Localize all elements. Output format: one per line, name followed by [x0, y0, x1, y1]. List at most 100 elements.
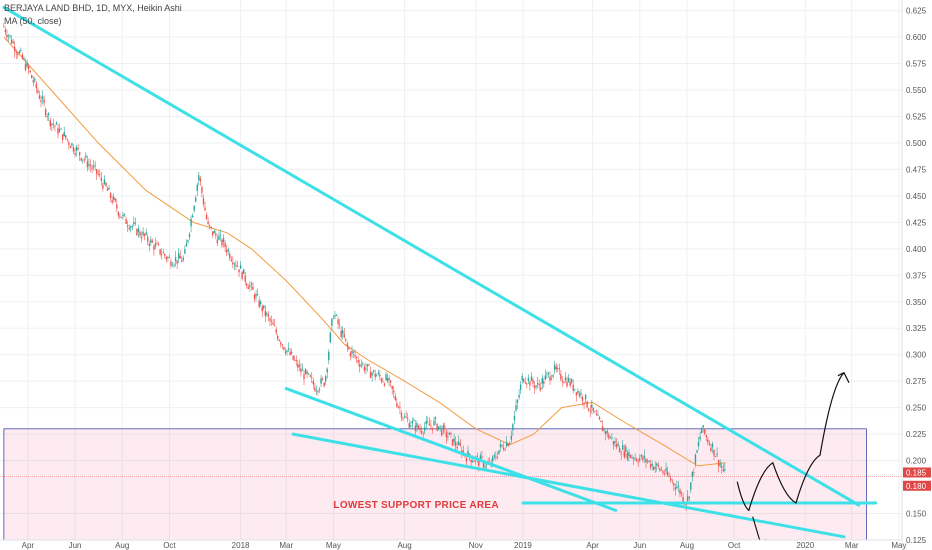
- candle-body: [649, 464, 652, 468]
- candle-body: [252, 286, 254, 290]
- candle-body: [7, 35, 10, 37]
- candle-body: [355, 357, 358, 358]
- candle-body: [153, 246, 155, 250]
- candle-body: [634, 457, 636, 459]
- candle-body: [99, 174, 101, 175]
- candle-body: [385, 374, 387, 380]
- candle-body: [591, 404, 593, 408]
- candle-body: [116, 204, 118, 209]
- candle-body: [640, 454, 643, 457]
- candle-body: [164, 253, 166, 256]
- candle-body: [608, 434, 610, 439]
- candle-body: [578, 393, 581, 397]
- candle-body: [583, 402, 585, 404]
- candle-body: [17, 54, 19, 56]
- x-tick-label: Oct: [163, 541, 176, 550]
- candle-body: [484, 466, 486, 468]
- candle-body: [306, 371, 308, 374]
- candle-body: [597, 415, 599, 416]
- candle-body: [510, 435, 513, 440]
- candle-body: [526, 383, 528, 385]
- candle-body: [671, 480, 673, 482]
- candle-body: [631, 457, 633, 459]
- candle-body: [450, 432, 452, 434]
- candle-body: [199, 178, 202, 182]
- candle-body: [441, 430, 443, 436]
- candle-body: [15, 52, 17, 54]
- candle-body: [399, 407, 401, 409]
- candle-body: [32, 80, 34, 83]
- candle-body: [94, 164, 96, 166]
- candle-body: [433, 420, 435, 426]
- candle-body: [543, 380, 545, 384]
- candle-body: [170, 261, 172, 266]
- candle-body: [371, 373, 373, 376]
- candle-body: [334, 315, 336, 317]
- candle-body: [52, 124, 55, 125]
- candle-body: [143, 233, 146, 236]
- candle-body: [247, 287, 250, 289]
- candle-body: [289, 351, 291, 355]
- candle-body: [512, 424, 514, 431]
- candle-body: [119, 215, 121, 217]
- candle-body: [297, 364, 299, 368]
- candle-body: [561, 380, 564, 382]
- candle-body: [555, 367, 557, 370]
- trendline: [2, 5, 861, 507]
- candle-body: [540, 387, 542, 390]
- candle-body: [222, 238, 225, 242]
- candle-body: [662, 471, 664, 473]
- candle-body: [311, 377, 313, 379]
- candle-body: [34, 78, 36, 81]
- candle-body: [341, 330, 344, 334]
- candle-body: [493, 455, 496, 457]
- candle-body: [524, 382, 526, 384]
- candle-body: [242, 269, 245, 274]
- candle-body: [550, 378, 553, 380]
- candle-body: [598, 417, 601, 420]
- candle-body: [629, 454, 632, 458]
- candle-body: [156, 243, 158, 245]
- candle-body: [679, 489, 681, 494]
- candle-body: [473, 461, 475, 463]
- candle-body: [609, 437, 612, 439]
- candle-body: [57, 128, 59, 134]
- candle-body: [267, 314, 270, 317]
- candle-body: [204, 207, 206, 211]
- candle-body: [359, 364, 361, 367]
- candle-body: [188, 233, 191, 238]
- y-tick-label: 0.275: [906, 377, 927, 386]
- candle-body: [690, 482, 692, 490]
- candle-body: [82, 159, 84, 161]
- candle-body: [229, 253, 231, 259]
- x-tick-label: Mar: [845, 541, 859, 550]
- candle-body: [58, 129, 61, 132]
- candle-body: [651, 463, 653, 466]
- candle-body: [38, 95, 41, 99]
- candle-body: [280, 342, 282, 345]
- candle-body: [379, 374, 381, 377]
- candle-body: [181, 260, 183, 262]
- ma-line: [3, 36, 726, 467]
- candle-body: [351, 350, 353, 354]
- y-tick-label: 0.375: [906, 271, 927, 280]
- candle-body: [564, 377, 567, 381]
- y-tick-label: 0.250: [906, 404, 927, 413]
- candle-body: [117, 212, 120, 216]
- candle-body: [577, 390, 579, 394]
- candle-body: [606, 430, 608, 433]
- candle-body: [691, 471, 694, 478]
- candle-body: [71, 143, 73, 146]
- x-tick-label: Apr: [22, 541, 35, 550]
- candle-body: [20, 50, 22, 52]
- candle-body: [467, 450, 469, 457]
- candle-body: [68, 142, 70, 145]
- candle-body: [513, 415, 516, 421]
- candle-body: [123, 214, 126, 215]
- candle-body: [622, 445, 624, 450]
- candle-body: [253, 294, 256, 300]
- candle-body: [263, 305, 265, 309]
- candle-body: [292, 355, 294, 360]
- candle-body: [278, 340, 280, 341]
